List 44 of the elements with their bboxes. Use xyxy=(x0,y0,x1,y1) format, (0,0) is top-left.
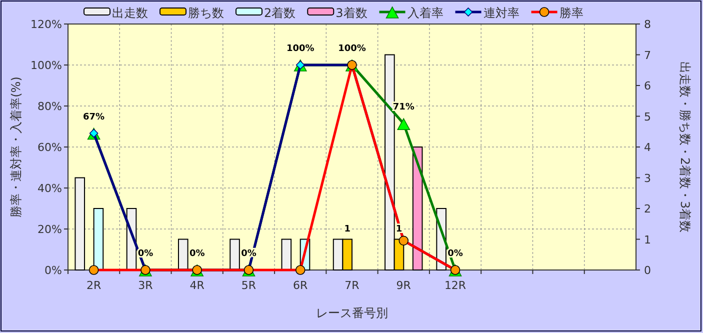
y-tick-label: 20% xyxy=(38,223,62,236)
data-label: 100% xyxy=(338,44,366,54)
data-label: 1 xyxy=(344,224,350,234)
bar xyxy=(230,238,240,270)
y2-tick-label: 8 xyxy=(644,18,651,31)
y2-tick-label: 4 xyxy=(644,141,651,154)
legend-label: 入着率 xyxy=(407,6,444,20)
data-label: 67% xyxy=(83,112,105,122)
y2-tick-label: 2 xyxy=(644,202,651,216)
x-tick-label: 9R xyxy=(396,279,412,292)
y-tick-label: 40% xyxy=(38,182,62,195)
y2-tick-label: 5 xyxy=(644,110,651,124)
x-axis-title: レース番号別 xyxy=(316,306,388,320)
y2-tick-label: 0 xyxy=(644,264,651,277)
y-tick-label: 100% xyxy=(30,59,62,72)
x-tick-label: 7R xyxy=(344,279,360,292)
x-tick-label: 4R xyxy=(190,279,205,292)
legend-label: 3着数 xyxy=(336,6,368,20)
x-tick-label: 6R xyxy=(293,279,308,292)
bar xyxy=(178,238,188,270)
data-label: 1 xyxy=(396,224,402,234)
bar xyxy=(281,238,292,270)
y-tick-label: 60% xyxy=(38,141,62,154)
y2-tick-label: 6 xyxy=(644,80,651,92)
x-tick-label: 3R xyxy=(138,279,154,292)
y-axis-title: 勝率・連対率・入着率(%) xyxy=(9,76,23,218)
data-label: 100% xyxy=(286,44,314,54)
legend-label: 勝ち数 xyxy=(188,6,224,20)
y-tick-label: 120% xyxy=(30,18,62,31)
legend-label: 2着数 xyxy=(264,6,296,20)
y-tick-label: 0% xyxy=(44,264,62,277)
legend-label: 勝率 xyxy=(559,6,584,20)
data-label: 0% xyxy=(189,249,205,259)
y2-axis-title: 出走数・勝ち数・2着数・3着数 xyxy=(678,61,692,233)
y2-tick-label: 3 xyxy=(644,172,651,185)
y-tick-label: 80% xyxy=(38,100,62,113)
x-tick-label: 12R xyxy=(444,279,466,292)
y2-tick-label: 1 xyxy=(644,233,651,246)
legend-label: 連対率 xyxy=(483,6,520,20)
legend-label: 出走数 xyxy=(112,6,148,20)
bar xyxy=(74,177,86,270)
y2-tick-label: 7 xyxy=(644,48,651,62)
x-tick-label: 2R xyxy=(86,279,102,292)
x-tick-label: 5R xyxy=(241,279,256,292)
